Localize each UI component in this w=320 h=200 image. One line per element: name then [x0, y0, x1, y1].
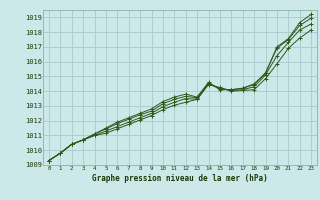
X-axis label: Graphe pression niveau de la mer (hPa): Graphe pression niveau de la mer (hPa) — [92, 174, 268, 183]
